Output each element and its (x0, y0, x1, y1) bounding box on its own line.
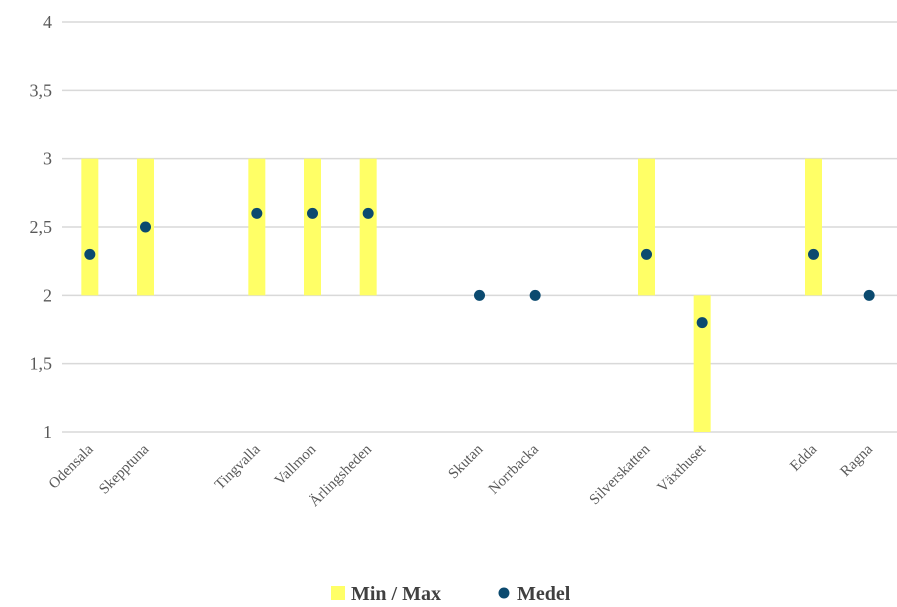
min-max-bar (693, 295, 711, 432)
x-tick-label: Tingvalla (212, 441, 264, 493)
medel-point (251, 207, 263, 219)
x-tick-label: Skutan (446, 441, 487, 482)
legend-swatch-medel (498, 587, 510, 599)
min-max-bar (248, 158, 266, 296)
medel-point (641, 248, 652, 260)
legend-label-medel: Medel (517, 583, 571, 605)
y-tick-label: 4 (43, 12, 52, 32)
x-tick-label: Odensala (46, 441, 97, 492)
x-tick-label: Norrbacka (486, 441, 542, 497)
min-max-bar (638, 158, 655, 296)
x-tick-label: Edda (787, 441, 820, 474)
x-tick-label: Växthuset (655, 441, 710, 496)
min-max-bar (359, 158, 377, 296)
x-tick-label: Ragna (838, 441, 877, 480)
y-tick-label: 3 (43, 149, 52, 169)
x-tick-label: Skepptuna (96, 441, 152, 497)
y-axis-ticks: 1 1,5 2 2,5 3 3,5 4 (30, 12, 53, 442)
medel-point (863, 289, 875, 301)
x-tick-label: Silverskatten (587, 441, 654, 508)
min-max-bar (805, 158, 822, 296)
grid-lines (62, 21, 897, 433)
x-axis-ticks: Odensala Skepptuna Tingvalla VallmonÄrlings… (46, 440, 876, 510)
x-tick-label: Vallmon (272, 441, 320, 489)
legend: Min / Max Medel (331, 583, 571, 605)
medel-point (474, 289, 485, 301)
medel-point (362, 207, 374, 219)
min-max-bars (81, 158, 822, 432)
y-tick-label: 1,5 (30, 354, 53, 374)
medel-point (529, 289, 541, 301)
min-max-bar (304, 158, 321, 296)
medel-point (307, 207, 318, 219)
y-tick-label: 2,5 (30, 217, 53, 237)
medel-point (808, 248, 819, 260)
medel-points (84, 207, 875, 329)
medel-point (140, 221, 151, 233)
y-tick-label: 3,5 (30, 80, 53, 100)
medel-point (696, 317, 708, 329)
min-max-bar (81, 158, 99, 296)
y-tick-label: 2 (43, 285, 52, 305)
legend-label-minmax: Min / Max (351, 583, 441, 605)
y-tick-label: 1 (43, 422, 52, 442)
legend-swatch-minmax (331, 586, 345, 600)
medel-point (84, 248, 96, 260)
